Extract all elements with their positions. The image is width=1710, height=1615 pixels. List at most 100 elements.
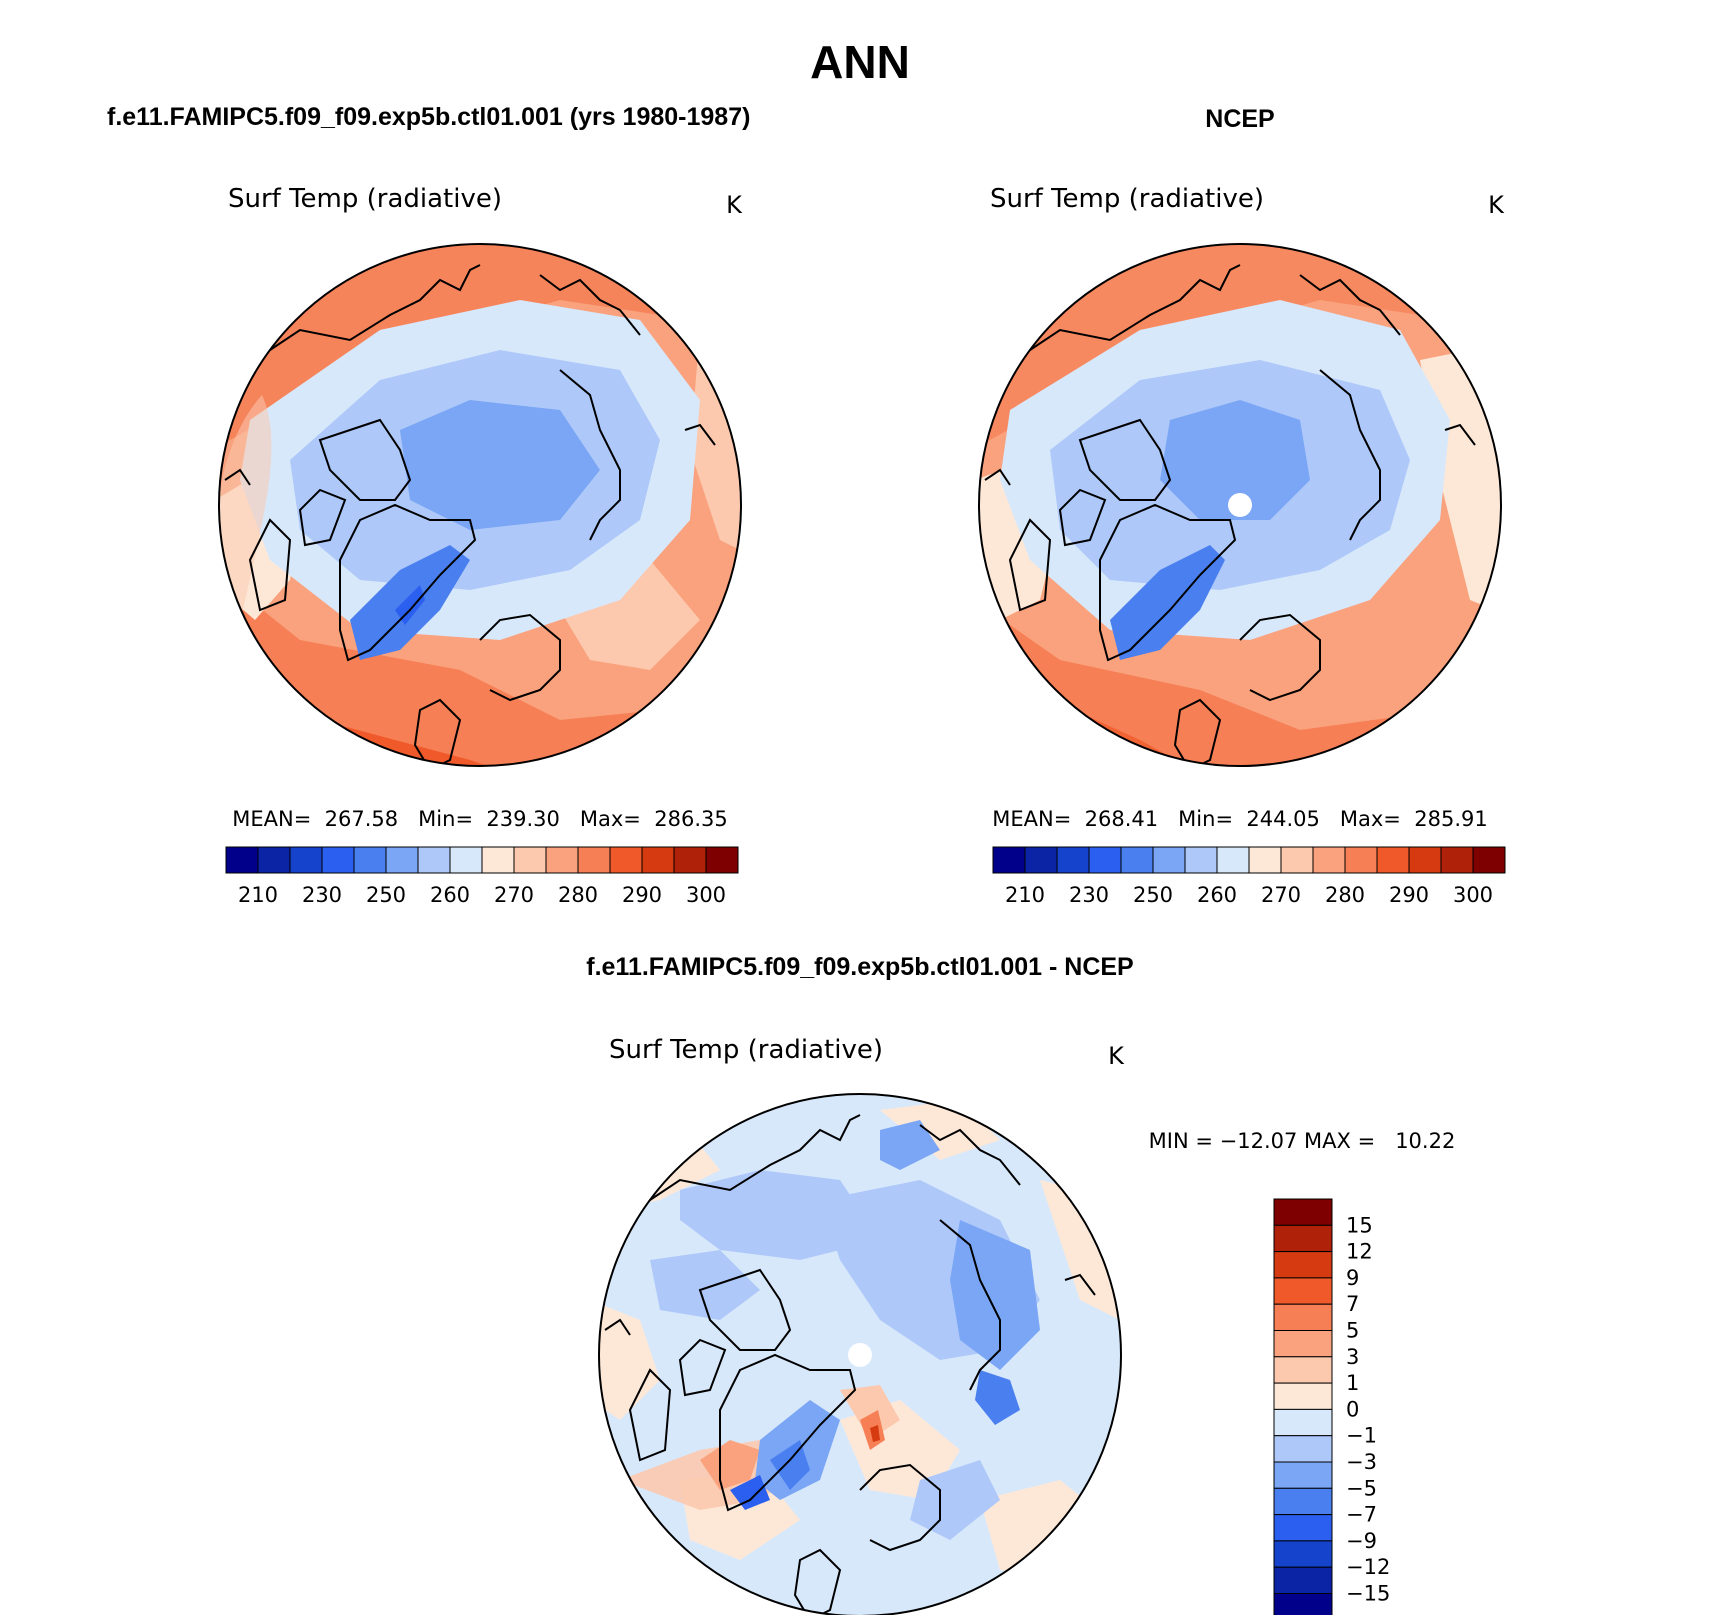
model-map-border — [218, 243, 742, 767]
diff-units-label: K — [1108, 1042, 1125, 1070]
obs-stats-label: MEAN= 268.41 Min= 244.05 Max= 285.91 — [992, 807, 1487, 831]
obs-colorbar-tick-label: 230 — [1069, 883, 1109, 907]
model-colorbar-tick-label: 230 — [302, 883, 342, 907]
diff-colorbar-swatch — [1273, 1330, 1333, 1358]
obs-colorbar-tick-label: 290 — [1389, 883, 1429, 907]
obs-colorbar-swatch — [1344, 846, 1378, 874]
model-colorbar-swatch — [513, 846, 547, 874]
model-colorbar-swatch — [385, 846, 419, 874]
diff-colorbar-tick-label: −5 — [1346, 1476, 1377, 1500]
diff-colorbar-swatch — [1273, 1251, 1333, 1279]
diff-coastlines — [604, 1114, 1096, 1615]
diff-colorbar-tick-label: 9 — [1346, 1266, 1359, 1290]
obs-panel: Surf Temp (radiative) K — [978, 184, 1506, 907]
obs-units-label: K — [1488, 191, 1505, 219]
obs-colorbar-swatch — [1280, 846, 1314, 874]
model-colorbar-tick-label: 300 — [686, 883, 726, 907]
diff-map-border — [598, 1093, 1122, 1615]
diff-colorbar-tick-label: 7 — [1346, 1292, 1359, 1316]
obs-pole-hole — [1228, 493, 1252, 517]
model-polar-map — [219, 244, 741, 766]
obs-colorbar-swatch — [1216, 846, 1250, 874]
obs-colorbar-swatch — [1120, 846, 1154, 874]
diff-colorbar-swatch — [1273, 1461, 1333, 1489]
obs-colorbar-tick-label: 210 — [1005, 883, 1045, 907]
model-colorbar-swatch — [545, 846, 579, 874]
diff-colorbar-tick-label: −3 — [1346, 1450, 1377, 1474]
model-colorbar-swatch — [481, 846, 515, 874]
model-case-title: f.e11.FAMIPC5.f09_f09.exp5b.ctl01.001 (y… — [107, 103, 750, 131]
obs-colorbar-swatch — [1312, 846, 1346, 874]
obs-colorbar-swatch — [1472, 846, 1506, 874]
diff-colorbar-swatch — [1273, 1435, 1333, 1463]
obs-colorbar-swatch — [992, 846, 1026, 874]
diff-colorbar-tick-label: −12 — [1346, 1555, 1390, 1579]
diff-panel: Surf Temp (radiative) K MIN = −12.07 MAX… — [598, 1035, 1456, 1615]
diff-colorbar-swatch — [1273, 1382, 1333, 1410]
diff-case-title: f.e11.FAMIPC5.f09_f09.exp5b.ctl01.001 - … — [586, 953, 1133, 981]
model-colorbar-swatch — [577, 846, 611, 874]
obs-colorbar-swatch — [1056, 846, 1090, 874]
diff-polar-map — [599, 1094, 1121, 1615]
model-panel: Surf Temp (radiative) K — [218, 184, 743, 907]
model-colorbar-tick-label: 270 — [494, 883, 534, 907]
diff-colorbar-tick-label: 0 — [1346, 1397, 1359, 1421]
model-colorbar-tick-label: 250 — [366, 883, 406, 907]
diff-colorbar-swatch — [1273, 1277, 1333, 1305]
diff-colorbar-tick-label: −15 — [1346, 1582, 1390, 1606]
model-colorbar-swatch — [321, 846, 355, 874]
diff-colorbar-swatch — [1273, 1487, 1333, 1516]
obs-map-border — [978, 243, 1502, 767]
model-units-label: K — [726, 191, 743, 219]
model-colorbar-swatch — [257, 846, 291, 874]
model-stats-label: MEAN= 267.58 Min= 239.30 Max= 286.35 — [232, 807, 727, 831]
diff-colorbar-swatch — [1273, 1514, 1333, 1542]
model-colorbar-tick-label: 280 — [558, 883, 598, 907]
model-colorbar-swatch — [609, 846, 643, 874]
diff-colorbar-swatch — [1273, 1356, 1333, 1384]
model-colorbar-swatch — [225, 846, 259, 874]
obs-colorbar-swatch — [1440, 846, 1474, 874]
diff-colorbar-tick-label: −9 — [1346, 1529, 1377, 1553]
diff-colorbar-swatch — [1273, 1593, 1333, 1615]
model-colorbar-swatch — [417, 846, 451, 874]
diff-colorbar-swatch — [1273, 1303, 1333, 1331]
model-colorbar-tick-label: 290 — [622, 883, 662, 907]
obs-colorbar-tick-label: 270 — [1261, 883, 1301, 907]
diff-colorbar-tick-label: 5 — [1346, 1319, 1359, 1343]
obs-colorbar-tick-label: 300 — [1453, 883, 1493, 907]
diff-variable-label: Surf Temp (radiative) — [609, 1035, 883, 1065]
model-colorbar: 210 230 250 260 270 280 290 300 — [225, 846, 739, 907]
diff-colorbar-tick-label: −7 — [1346, 1503, 1377, 1527]
obs-colorbar-tick-label: 280 — [1325, 883, 1365, 907]
model-colorbar-swatch — [353, 846, 387, 874]
diff-colorbar-tick-label: 15 — [1346, 1213, 1373, 1237]
diff-colorbar-swatch — [1273, 1540, 1333, 1568]
diff-colorbar-swatch — [1273, 1224, 1333, 1253]
diff-colorbar-tick-label: −1 — [1346, 1424, 1377, 1448]
diff-colorbar-tick-label: 12 — [1346, 1240, 1373, 1264]
diff-stats-label: MIN = −12.07 MAX = 10.22 — [1149, 1129, 1456, 1153]
obs-colorbar-swatch — [1376, 846, 1410, 874]
model-colorbar-swatch — [449, 846, 483, 874]
obs-colorbar-swatch — [1152, 846, 1186, 874]
diff-colorbar-tick-label: 1 — [1346, 1371, 1359, 1395]
model-colorbar-swatch — [289, 846, 323, 874]
model-colorbar-swatch — [641, 846, 675, 874]
model-colorbar-tick-label: 210 — [238, 883, 278, 907]
model-colorbar-tick-label: 260 — [430, 883, 470, 907]
diff-colorbar-swatch — [1273, 1198, 1333, 1226]
diff-colorbar-tick-label: 3 — [1346, 1345, 1359, 1369]
model-coastlines — [224, 264, 716, 766]
obs-variable-label: Surf Temp (radiative) — [990, 184, 1264, 214]
obs-colorbar-swatch — [1024, 846, 1058, 874]
obs-polar-map — [979, 244, 1501, 766]
model-colorbar-swatch — [673, 846, 707, 874]
model-variable-label: Surf Temp (radiative) — [228, 184, 502, 214]
obs-coastlines — [984, 264, 1476, 766]
season-title: ANN — [810, 36, 910, 88]
obs-colorbar-swatch — [1408, 846, 1442, 874]
obs-colorbar-swatch — [1184, 846, 1218, 874]
